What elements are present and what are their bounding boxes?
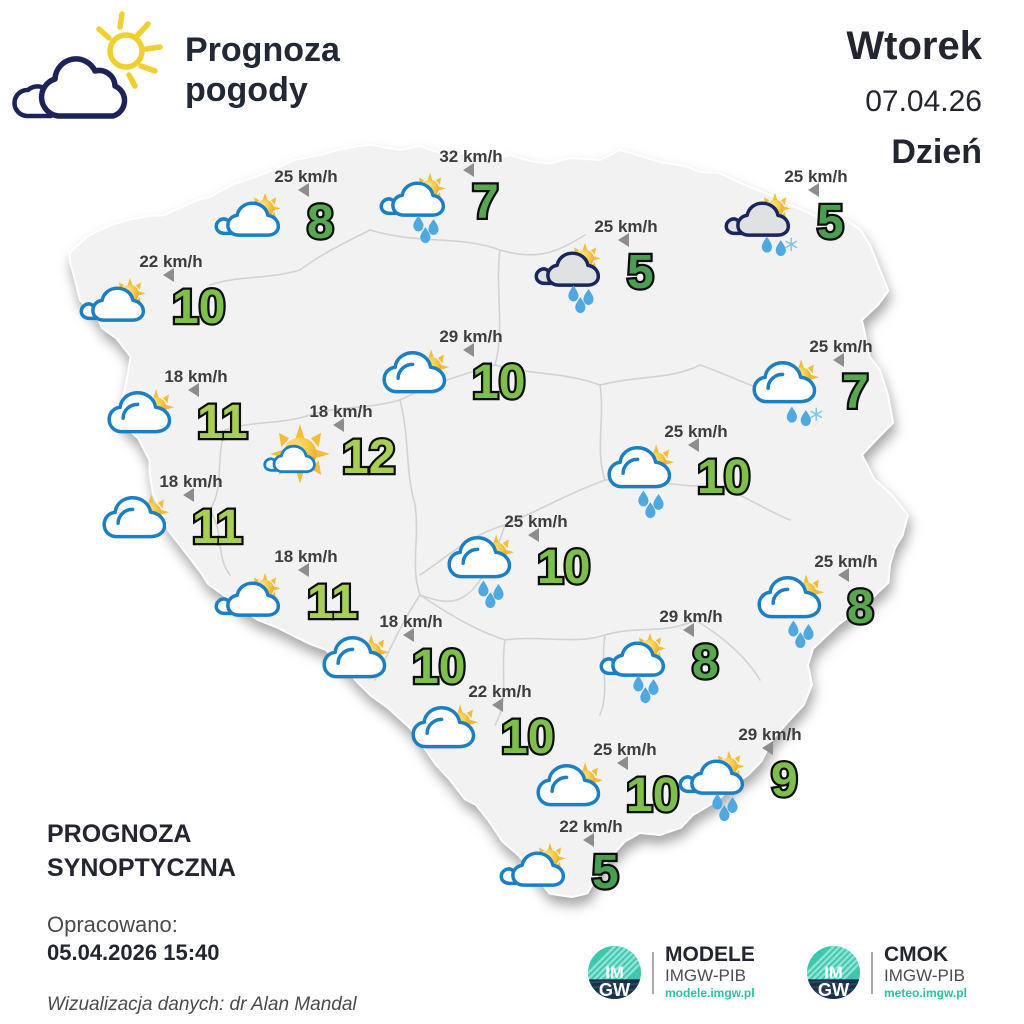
svg-text:18 km/h: 18 km/h	[309, 402, 372, 421]
svg-text:7: 7	[472, 176, 499, 229]
svg-text:22 km/h: 22 km/h	[559, 817, 622, 836]
svg-text:11: 11	[192, 501, 243, 554]
svg-text:5: 5	[817, 196, 844, 249]
svg-text:8: 8	[692, 636, 719, 689]
svg-text:10: 10	[501, 711, 554, 764]
svg-text:32 km/h: 32 km/h	[439, 147, 502, 166]
svg-text:18 km/h: 18 km/h	[274, 547, 337, 566]
svg-text:10: 10	[697, 451, 750, 504]
svg-text:29 km/h: 29 km/h	[439, 327, 502, 346]
svg-text:25 km/h: 25 km/h	[504, 512, 567, 531]
svg-text:25 km/h: 25 km/h	[594, 217, 657, 236]
svg-text:10: 10	[626, 769, 679, 822]
svg-text:8: 8	[307, 196, 334, 249]
svg-text:25 km/h: 25 km/h	[593, 740, 656, 759]
svg-text:12: 12	[342, 431, 395, 484]
svg-text:25 km/h: 25 km/h	[784, 167, 847, 186]
svg-text:10: 10	[537, 541, 590, 594]
svg-text:18 km/h: 18 km/h	[159, 472, 222, 491]
svg-text:22 km/h: 22 km/h	[139, 252, 202, 271]
svg-text:25 km/h: 25 km/h	[809, 337, 872, 356]
svg-text:18 km/h: 18 km/h	[379, 612, 442, 631]
svg-text:25 km/h: 25 km/h	[814, 552, 877, 571]
svg-text:29 km/h: 29 km/h	[738, 725, 801, 744]
svg-text:10: 10	[172, 281, 225, 334]
svg-text:9: 9	[771, 754, 798, 807]
svg-text:5: 5	[627, 246, 654, 299]
svg-text:10: 10	[412, 641, 465, 694]
svg-text:11: 11	[307, 576, 358, 629]
svg-text:25 km/h: 25 km/h	[274, 167, 337, 186]
svg-text:11: 11	[197, 396, 248, 449]
svg-text:10: 10	[472, 356, 525, 409]
svg-text:5: 5	[592, 846, 619, 899]
svg-text:29 km/h: 29 km/h	[659, 607, 722, 626]
svg-text:18 km/h: 18 km/h	[164, 367, 227, 386]
svg-text:7: 7	[842, 366, 869, 419]
svg-text:22 km/h: 22 km/h	[468, 682, 531, 701]
svg-text:25 km/h: 25 km/h	[664, 422, 727, 441]
svg-text:8: 8	[847, 581, 874, 634]
